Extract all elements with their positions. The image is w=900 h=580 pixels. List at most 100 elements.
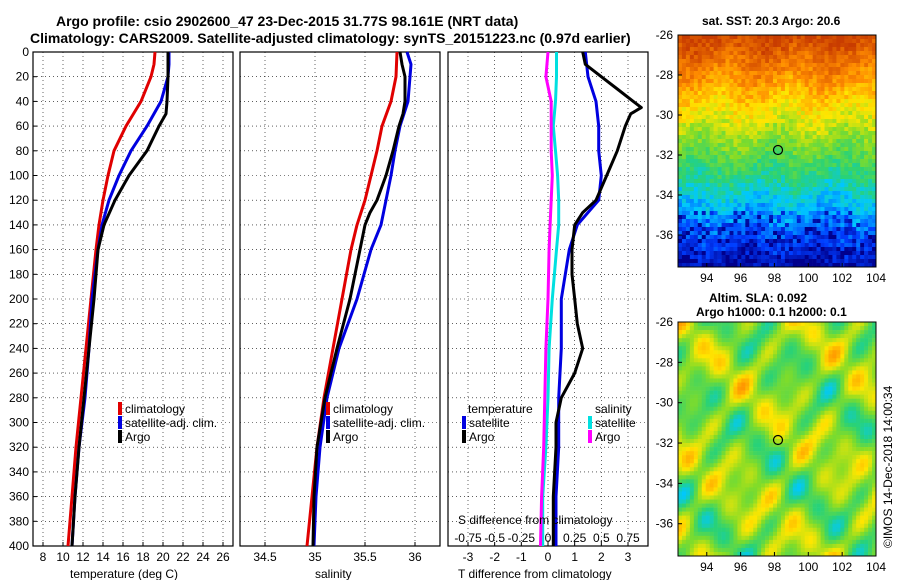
sst-pixel [757, 51, 762, 56]
sst-pixel [709, 103, 714, 108]
sst-pixel [681, 139, 687, 144]
sst-pixel [733, 59, 738, 64]
sst-pixel [856, 47, 861, 52]
sst-pixel [832, 207, 837, 212]
sst-pixel [678, 191, 683, 196]
sla-pixel [681, 434, 687, 440]
sst-pixel [848, 43, 853, 48]
sla-pixel [685, 346, 691, 351]
sla-pixel [749, 338, 754, 343]
sst-pixel [713, 67, 718, 72]
sla-pixel [733, 362, 738, 367]
sst-pixel [856, 75, 861, 80]
salinity-axis-label: salinity [315, 567, 352, 580]
sla-pixel [709, 382, 714, 387]
sla-pixel [852, 362, 857, 367]
sst-pixel [856, 255, 861, 260]
sst-pixel [713, 107, 718, 112]
sla-pixel [848, 443, 853, 448]
sla-pixel [848, 346, 853, 351]
sst-pixel [725, 75, 730, 80]
sst-pixel [753, 187, 758, 192]
sst-pixel [697, 187, 703, 192]
sst-pixel [701, 263, 707, 268]
sla-pixel [824, 434, 829, 440]
sst-pixel [689, 155, 695, 160]
sst-pixel [780, 203, 786, 208]
sst-pixel [678, 143, 683, 148]
sla-pixel [864, 322, 869, 327]
sla-pixel [824, 354, 829, 359]
sla-pixel [678, 443, 683, 448]
sla-pixel [836, 443, 841, 448]
sst-pixel [709, 47, 714, 52]
sst-pixel [828, 103, 833, 108]
sst-pixel [741, 87, 746, 92]
sst-pixel [796, 83, 802, 88]
sst-pixel [713, 179, 718, 184]
sst-pixel [721, 155, 726, 160]
sla-pixel [840, 350, 845, 355]
sst-pixel [697, 135, 703, 140]
sst-pixel [872, 163, 877, 168]
sst-pixel [681, 231, 687, 236]
sla-pixel [777, 422, 782, 428]
sst-pixel [816, 115, 821, 120]
sst-pixel [685, 207, 691, 212]
sla-pixel [832, 322, 837, 327]
sst-pixel [701, 115, 707, 120]
sst-pixel [729, 171, 734, 176]
sla-pixel [765, 455, 770, 460]
sst-pixel [777, 239, 782, 244]
sst-pixel [852, 75, 857, 80]
sst-pixel [780, 207, 786, 212]
sla-pixel [717, 374, 722, 379]
sst-pixel [689, 99, 695, 104]
sst-pixel [765, 143, 770, 148]
sst-pixel [780, 83, 786, 88]
sla-pixel [765, 459, 770, 464]
sst-pixel [800, 191, 806, 196]
sla-pixel [777, 406, 782, 412]
sla-pixel [681, 394, 687, 399]
sst-pixel [804, 191, 809, 196]
sst-pixel [864, 179, 869, 184]
sst-pixel [796, 227, 802, 232]
sla-pixel [741, 366, 746, 371]
sla-pixel [848, 406, 853, 412]
sla-pixel [780, 366, 786, 371]
sst-pixel [753, 191, 758, 196]
sla-pixel [816, 350, 821, 355]
sst-pixel [844, 167, 849, 172]
sla-pixel [832, 426, 837, 432]
sst-pixel [844, 183, 849, 188]
sla-pixel [709, 370, 714, 375]
sla-pixel [808, 455, 813, 460]
sla-pixel [812, 394, 817, 399]
sla-pixel [689, 463, 695, 468]
sst-pixel [773, 43, 778, 48]
sst-pixel [812, 179, 817, 184]
sst-pixel [733, 35, 738, 40]
sla-pixel [725, 430, 730, 436]
sst-pixel [777, 111, 782, 116]
sst-pixel [701, 35, 707, 40]
sla-pixel [848, 362, 853, 367]
t-difference-axis-label: T difference from climatology [458, 567, 612, 580]
sst-pixel [836, 95, 841, 100]
sst-pixel [697, 107, 703, 112]
sla-pixel [872, 439, 877, 444]
sst-pixel [725, 119, 730, 124]
sst-pixel [848, 159, 853, 164]
sst-pixel [824, 227, 829, 232]
sla-pixel [788, 350, 794, 355]
sst-pixel [777, 123, 782, 128]
sst-pixel [693, 39, 699, 44]
sst-pixel [705, 239, 710, 244]
sla-pixel [737, 434, 742, 440]
sla-pixel [681, 406, 687, 412]
sst-pixel [693, 167, 699, 172]
sst-pixel [681, 75, 687, 80]
sst-pixel [777, 251, 782, 256]
